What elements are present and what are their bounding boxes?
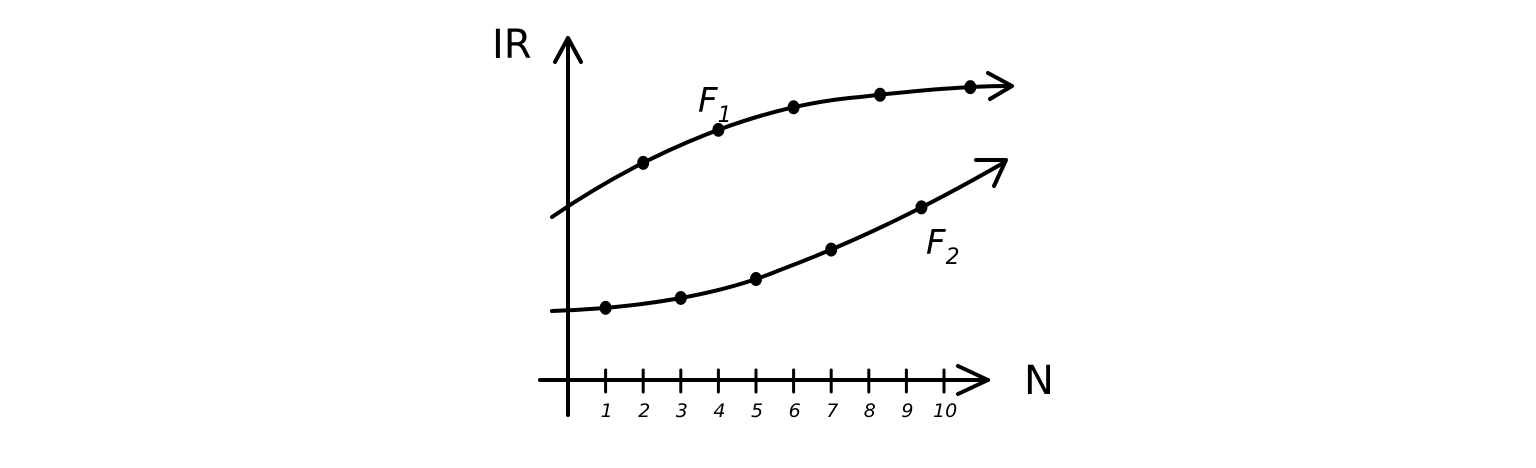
x-tick-label-3: 3 bbox=[676, 400, 688, 422]
x-tick-label-6: 6 bbox=[789, 400, 801, 422]
curve-f1-arrowhead bbox=[986, 71, 1014, 101]
x-axis-ticks: 1 2 3 4 5 6 7 8 9 10 bbox=[601, 368, 957, 422]
y-axis-title: IR bbox=[492, 22, 532, 68]
y-axis-arrowhead bbox=[553, 36, 583, 64]
x-tick-label-8: 8 bbox=[864, 400, 876, 422]
curve-f2-points bbox=[599, 200, 928, 315]
curve-f1-point-3 bbox=[787, 100, 800, 115]
x-tick-label-5: 5 bbox=[751, 400, 763, 422]
curve-f1-point-2 bbox=[712, 122, 725, 137]
curve-f1-label-subscript: 1 bbox=[718, 103, 732, 128]
x-tick-label-10: 10 bbox=[933, 400, 957, 422]
curve-f1-point-1 bbox=[637, 155, 650, 170]
x-tick-label-7: 7 bbox=[826, 400, 838, 422]
x-axis-arrowhead bbox=[956, 364, 990, 396]
curve-f1 bbox=[550, 84, 1010, 219]
curve-f2-label-name: F bbox=[926, 223, 946, 263]
x-tick-label-9: 9 bbox=[901, 400, 913, 422]
curve-f1-point-4 bbox=[874, 87, 887, 102]
curve-f2-arrowhead bbox=[974, 158, 1008, 188]
x-tick-label-4: 4 bbox=[713, 400, 725, 422]
x-tick-label-2: 2 bbox=[638, 400, 650, 422]
curve-f1-point-5 bbox=[964, 80, 977, 95]
curve-f2-point-4 bbox=[825, 242, 838, 257]
curve-f2-point-2 bbox=[674, 290, 687, 305]
curve-f2 bbox=[550, 160, 1007, 313]
curve-f2-label-subscript: 2 bbox=[946, 245, 960, 270]
curve-f1-label-name: F bbox=[698, 81, 718, 121]
curve-f1-points bbox=[637, 80, 977, 170]
curve-f2-label: F2 bbox=[926, 223, 960, 270]
x-axis-title: N bbox=[1024, 358, 1054, 404]
curve-f2-point-3 bbox=[750, 272, 762, 287]
x-tick-label-1: 1 bbox=[601, 400, 613, 422]
curve-f1-label: F1 bbox=[698, 81, 732, 128]
curve-f2-point-5 bbox=[915, 200, 928, 215]
curve-f2-point-1 bbox=[599, 300, 612, 315]
